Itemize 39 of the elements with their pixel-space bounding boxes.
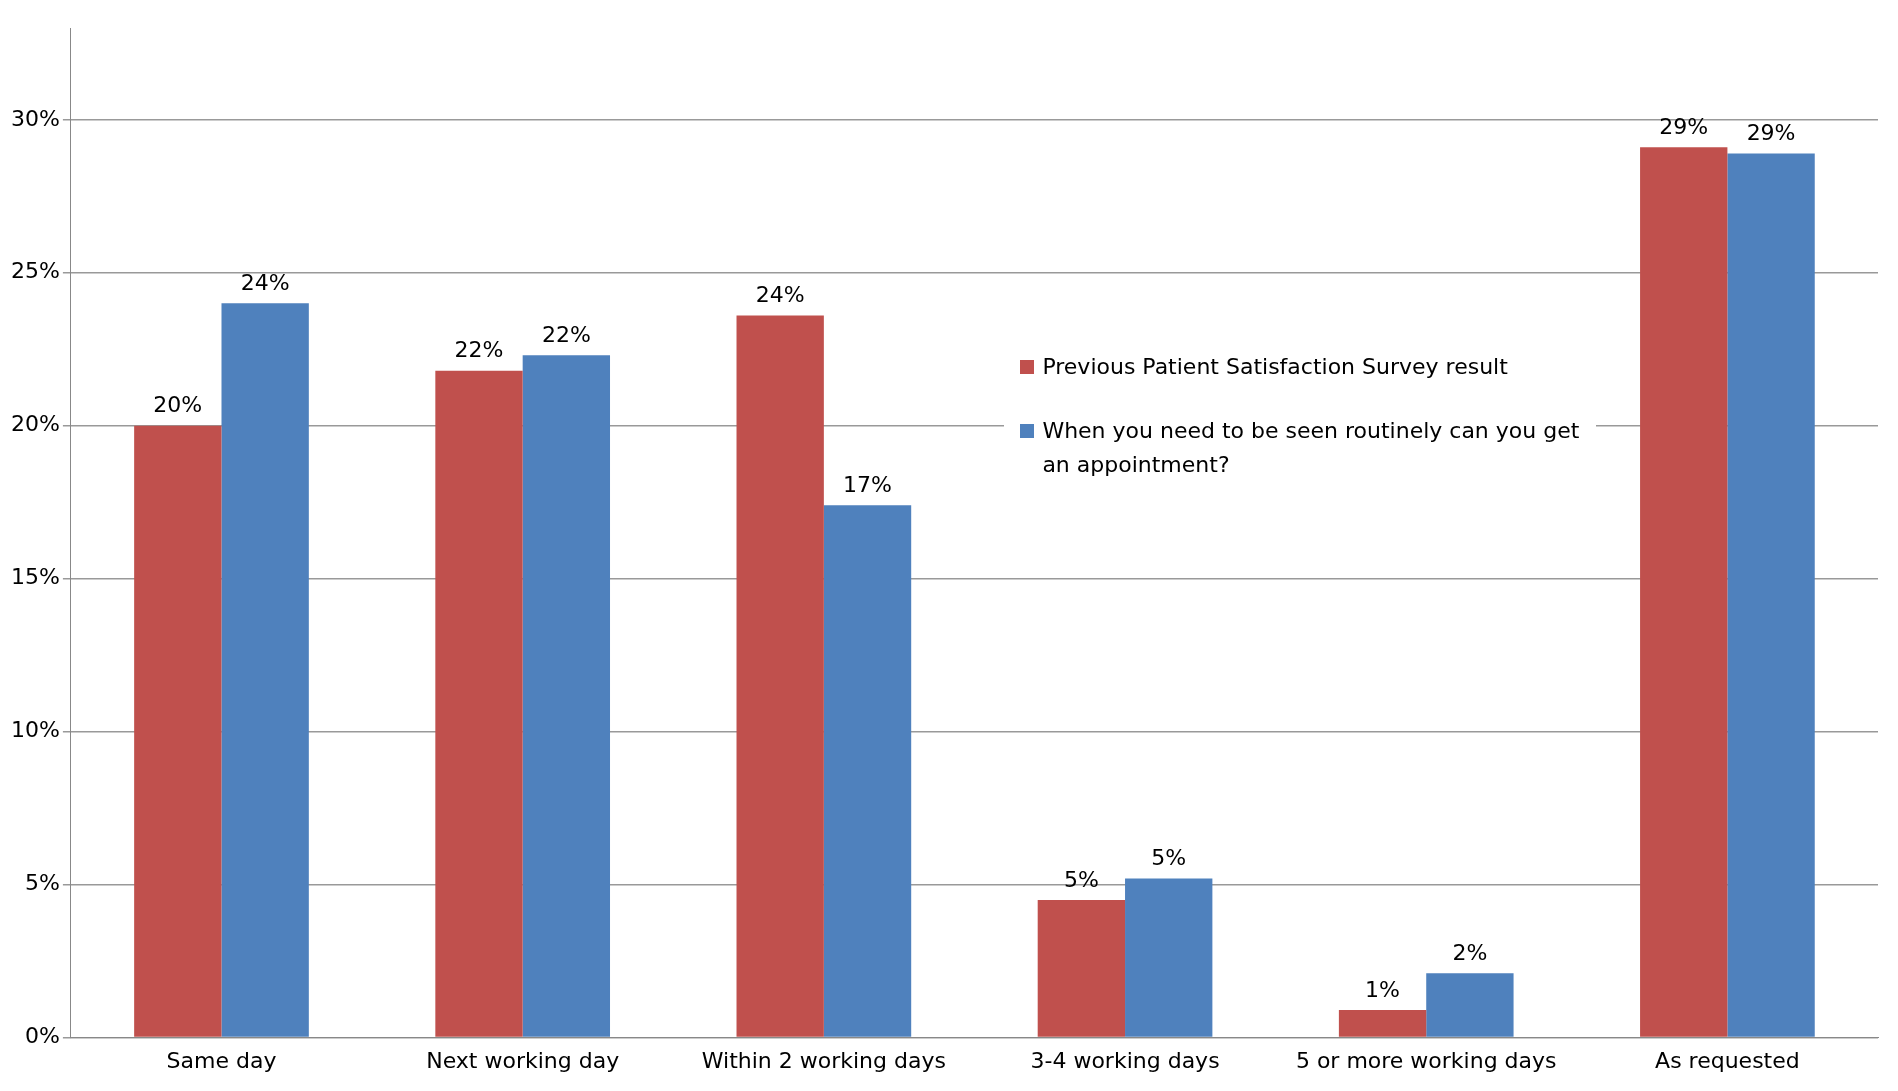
y-tick-label: 0% [24,1023,60,1049]
bar [736,315,824,1037]
data-label: 29% [1659,114,1709,140]
bar [1640,147,1728,1037]
data-label: 2% [1452,940,1488,966]
data-label: 22% [541,322,591,348]
data-label: 29% [1746,120,1796,146]
legend-label: When you need to be seen routinely can you get an appointment? [1042,416,1581,479]
bar [1037,899,1126,1037]
x-tick-label: Within 2 working days [701,1047,946,1073]
x-tick-label: 3-4 working days [1030,1047,1220,1073]
bar [1727,153,1815,1037]
data-label: 1% [1365,976,1401,1002]
bar [134,425,222,1037]
bar [1338,1010,1427,1037]
bar [1426,973,1514,1037]
legend-label: Previous Patient Satisfaction Survey result [1042,352,1508,381]
data-label: 24% [755,282,805,308]
bar [221,303,309,1037]
data-label: 24% [240,270,290,296]
data-label: 17% [843,471,892,497]
y-tick-label: 20% [10,411,60,437]
bar [1125,878,1213,1037]
x-tick-label: As requested [1655,1047,1800,1073]
y-tick-label: 5% [24,870,60,896]
y-tick-label: 15% [10,564,60,590]
bar [823,505,912,1037]
bar [522,355,611,1037]
x-tick-label: Same day [166,1047,277,1073]
bar [435,370,523,1037]
x-tick-label: Next working day [426,1047,620,1073]
y-tick-label: 25% [10,258,60,284]
x-tick-label: 5 or more working days [1295,1047,1557,1073]
data-label: 22% [454,337,504,363]
y-tick-label: 10% [10,717,60,743]
data-label: 5% [1151,845,1187,871]
data-label: 5% [1063,866,1099,892]
y-tick-label: 30% [10,105,60,131]
data-label: 20% [153,392,203,418]
